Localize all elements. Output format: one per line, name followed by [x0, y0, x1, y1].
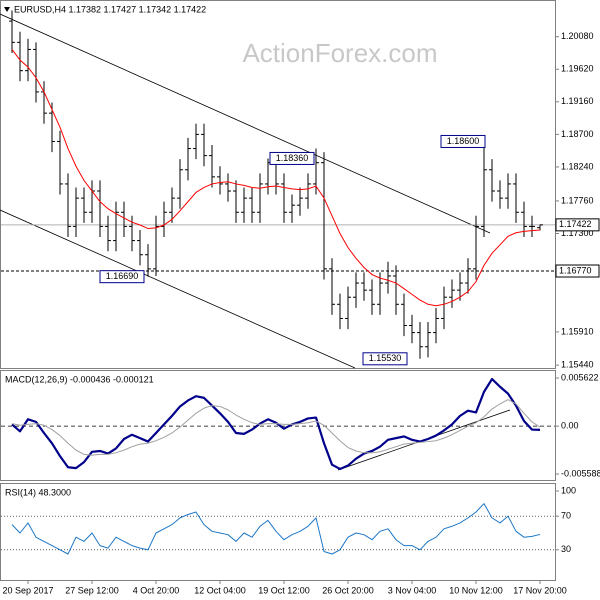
y-tick-label: 1.18700 [561, 129, 594, 139]
x-tick-label: 4 Oct 20:00 [133, 585, 180, 595]
x-tick-label: 19 Oct 12:00 [258, 585, 310, 595]
x-tick-label: 3 Nov 04:00 [388, 585, 437, 595]
series-line [11, 399, 541, 456]
x-tick-label: 26 Oct 20:00 [322, 585, 374, 595]
annotation-box [440, 134, 486, 148]
series-line [11, 503, 541, 555]
annotation-label: 1.18360 [276, 153, 309, 163]
y-tick-label: 1.17760 [561, 195, 594, 205]
y-tick-label: -0.005588 [561, 468, 600, 478]
annotation-box [99, 270, 145, 284]
current-price-box [555, 218, 600, 232]
current-price-label: 1.17422 [559, 219, 592, 229]
menu-triangle [4, 7, 10, 12]
y-tick-label: 1.18240 [561, 161, 594, 171]
annotation-label: 1.15530 [369, 353, 402, 363]
y-tick-label: 1.17300 [561, 228, 594, 238]
level-box [555, 264, 600, 278]
y-tick-label: 1.19620 [561, 64, 594, 74]
y-tick-label: 1.19160 [561, 96, 594, 106]
moving-average [11, 49, 541, 307]
rsi-title: RSI(14) 48.3000 [5, 487, 71, 497]
x-tick-label: 10 Nov 12:00 [449, 585, 503, 595]
series-line [11, 377, 541, 471]
level-label: 1.16770 [559, 265, 592, 275]
y-tick-label: 0.005622 [561, 372, 599, 382]
watermark: ActionForex.com [242, 38, 437, 68]
x-tick-label: 17 Nov 20:00 [513, 585, 567, 595]
annotation-box [362, 352, 408, 366]
y-tick-label: 1.15440 [561, 360, 594, 370]
x-tick-label: 27 Sep 12:00 [65, 585, 119, 595]
annotation-label: 1.18600 [447, 136, 480, 146]
y-tick-label: 0.00 [561, 421, 579, 431]
chart-title: EURUSD,H4 1.17382 1.17427 1.17342 1.1742… [14, 4, 206, 14]
y-tick-label: 100 [561, 485, 576, 495]
y-tick-label: 30 [561, 544, 571, 554]
y-tick-label: 1.15910 [561, 326, 594, 336]
y-tick-label: 1.20080 [561, 31, 594, 41]
annotation-box [269, 151, 315, 165]
x-tick-label: 12 Oct 04:00 [194, 585, 246, 595]
price-panel [0, 0, 556, 369]
channel-lower [0, 209, 356, 369]
rsi-panel [0, 483, 556, 581]
annotation-label: 1.16690 [106, 271, 139, 281]
x-tick-label: 20 Sep 2017 [2, 585, 53, 595]
channel-upper [0, 13, 491, 234]
y-tick-label: 70 [561, 511, 571, 521]
macd-title: MACD(12,26,9) -0.000436 -0.000121 [5, 374, 154, 384]
